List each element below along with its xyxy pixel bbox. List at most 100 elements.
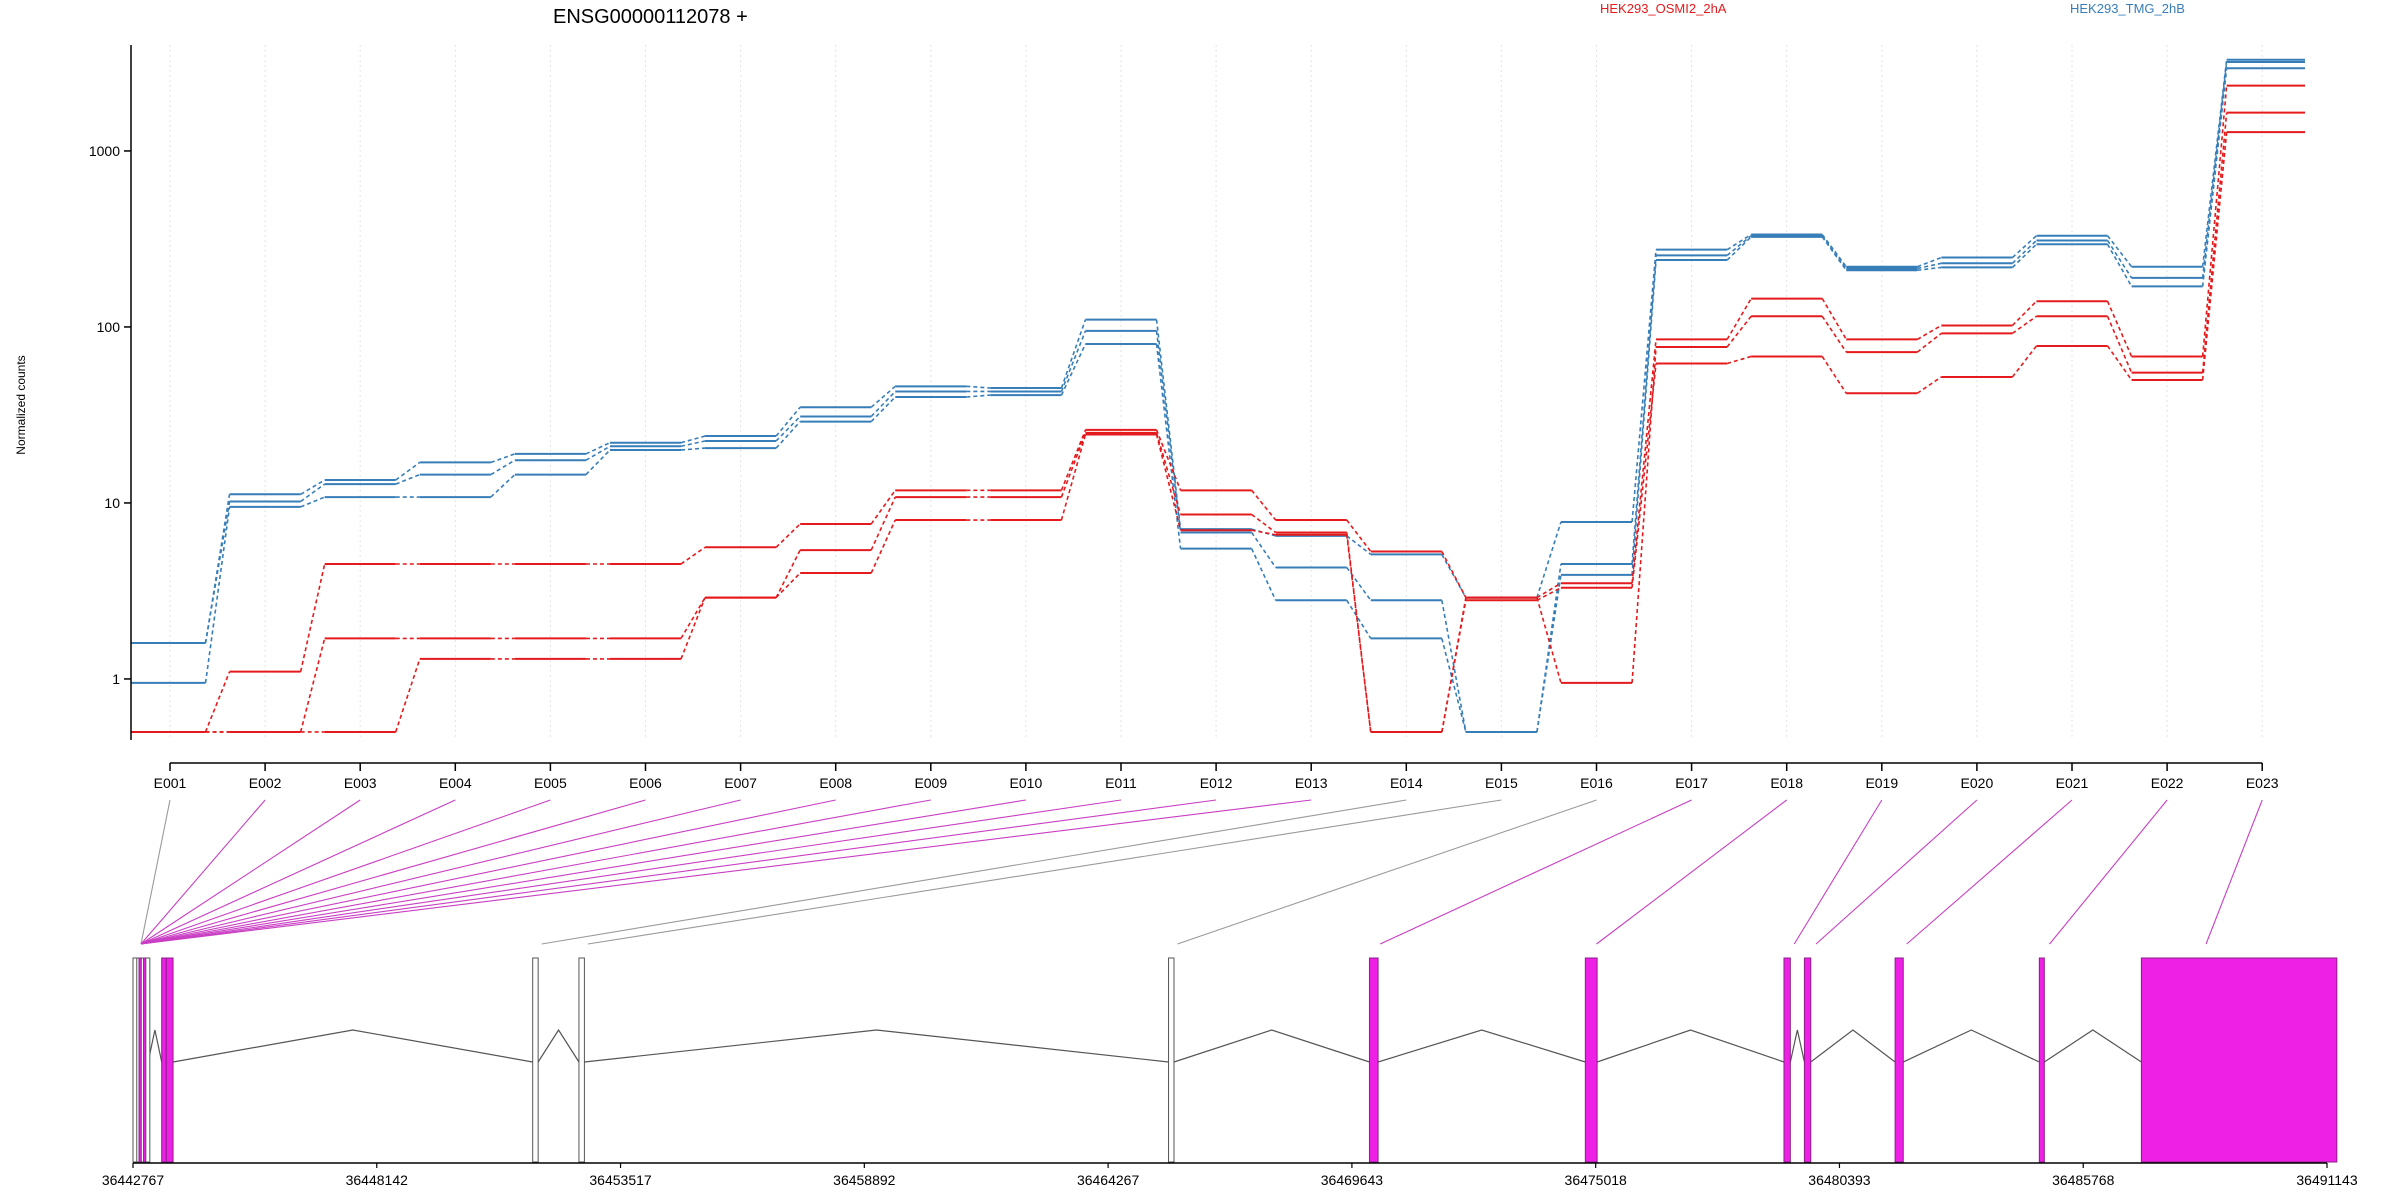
- series-1-transition-E002: [300, 479, 326, 495]
- series-2-transition-E020: [2011, 239, 2038, 264]
- x-tick-label-E022: E022: [2151, 775, 2184, 791]
- series-3-transition-E009: [966, 394, 991, 398]
- series-3-transition-E005: [585, 449, 611, 476]
- series-4-transition-E010: [1060, 429, 1087, 491]
- series-1-transition-E015: [1536, 521, 1562, 598]
- series-6-transition-E007: [775, 572, 801, 599]
- exon-12: [1368, 957, 1379, 1163]
- connector-E014: [541, 799, 1407, 945]
- x-tick-label-E011: E011: [1105, 775, 1137, 791]
- connector-E005: [140, 799, 551, 945]
- series-2: [131, 61, 2305, 733]
- series-1-transition-E008: [870, 385, 896, 408]
- connector-E015: [587, 799, 1502, 945]
- series-1-transition-E003: [395, 461, 421, 481]
- genomic-tick-label-4: 36464267: [1077, 1172, 1140, 1188]
- series-lines: [131, 58, 2305, 733]
- series-3-transition-E002: [300, 496, 325, 508]
- series-4-transition-E002: [299, 563, 326, 672]
- series-4-transition-E017: [1726, 298, 1752, 340]
- x-tick-label-E020: E020: [1961, 775, 1994, 791]
- series-4-transition-E022: [2201, 85, 2228, 357]
- series-3-transition-E007: [775, 421, 801, 449]
- connector-E013: [140, 799, 1312, 945]
- series-4-transition-E018: [1821, 298, 1847, 340]
- connector-E019: [1793, 799, 1883, 945]
- x-tick-label-E014: E014: [1390, 775, 1423, 791]
- x-tick-label-E002: E002: [249, 775, 282, 791]
- x-tick-label-E023: E023: [2246, 775, 2279, 791]
- grid-lines: [169, 45, 2263, 740]
- x-tick-label-E017: E017: [1675, 775, 1708, 791]
- genomic-tick-label-9: 36491143: [2296, 1172, 2357, 1188]
- legend-entry-osmi2: HEK293_OSMI2_2hA: [1600, 1, 1727, 16]
- series-4: [131, 84, 2305, 733]
- exon-18: [2140, 957, 2338, 1163]
- connector-E009: [140, 799, 931, 945]
- legend-entry-tmg: HEK293_TMG_2hB: [2070, 1, 2185, 16]
- connector-E017: [1379, 799, 1692, 945]
- series-2-transition-E011: [1155, 330, 1182, 533]
- series-1-transition-E010: [1060, 319, 1087, 389]
- series-5-transition-E007: [775, 549, 801, 598]
- series-3: [131, 67, 2305, 733]
- connector-E004: [140, 799, 456, 945]
- genomic-tick-label-1: 36448142: [346, 1172, 409, 1188]
- series-1-transition-E014: [1441, 554, 1467, 598]
- series-2-transition-E021: [2106, 240, 2133, 279]
- intron-14: [1789, 1029, 1805, 1063]
- series-3-transition-E020: [2011, 243, 2038, 268]
- exon-10: [578, 957, 585, 1163]
- connector-E010: [140, 799, 1026, 945]
- exon-17: [2038, 957, 2045, 1163]
- exon-7: [161, 957, 167, 1163]
- x-tick-label-E007: E007: [724, 775, 757, 791]
- series-4-transition-E001: [204, 671, 231, 733]
- exon-9: [532, 957, 539, 1163]
- genomic-tick-label-0: 36442767: [102, 1172, 165, 1188]
- series-5-transition-E015: [1536, 597, 1562, 684]
- series-2-transition-E005: [585, 445, 611, 461]
- series-6-transition-E018: [1821, 356, 1847, 394]
- exon-13: [1584, 957, 1598, 1163]
- series-6-transition-E017: [1726, 355, 1752, 365]
- series-6-transition-E006: [680, 597, 706, 660]
- exon-connector-lines: [140, 799, 2263, 945]
- genomic-tick-label-8: 36485768: [2052, 1172, 2115, 1188]
- series-3-transition-E008: [870, 396, 896, 423]
- chart-title: ENSG00000112078 +: [553, 6, 748, 28]
- x-tick-label-E006: E006: [629, 775, 662, 791]
- intron-16: [1903, 1029, 2040, 1063]
- x-tick-label-E001: E001: [154, 775, 187, 791]
- connector-E016: [1177, 799, 1597, 945]
- x-tick-label-E008: E008: [819, 775, 852, 791]
- series-1-transition-E009: [966, 385, 991, 389]
- y-tick-label-100: 100: [97, 319, 121, 335]
- axes: 1 10 100 1000 E001 E002 E003 E004 E005 E006 E007 E0…: [89, 45, 2279, 791]
- exon-8: [165, 957, 174, 1163]
- series-3-transition-E013: [1346, 599, 1372, 639]
- connector-E021: [1906, 799, 2073, 945]
- series-3-transition-E015: [1536, 574, 1562, 733]
- series-4-transition-E011: [1155, 429, 1182, 491]
- exon-14: [1783, 957, 1791, 1163]
- series-3-transition-E011: [1155, 343, 1182, 549]
- connector-E003: [140, 799, 361, 945]
- series-2-transition-E012: [1250, 531, 1277, 568]
- series-6: [131, 131, 2305, 733]
- series-4-transition-E015: [1536, 582, 1562, 599]
- connector-E006: [140, 799, 646, 945]
- intron-10: [584, 1029, 1169, 1063]
- series-6-transition-E019: [1916, 376, 1942, 394]
- x-tick-label-E004: E004: [439, 775, 472, 791]
- connector-E001: [140, 799, 171, 945]
- series-5-transition-E010: [1060, 432, 1087, 498]
- series-1-transition-E005: [585, 441, 611, 455]
- connector-E020: [1815, 799, 1978, 945]
- series-1-transition-E006: [680, 435, 706, 444]
- x-tick-label-E005: E005: [534, 775, 567, 791]
- exon-11: [1168, 957, 1175, 1163]
- exon-6: [145, 957, 151, 1163]
